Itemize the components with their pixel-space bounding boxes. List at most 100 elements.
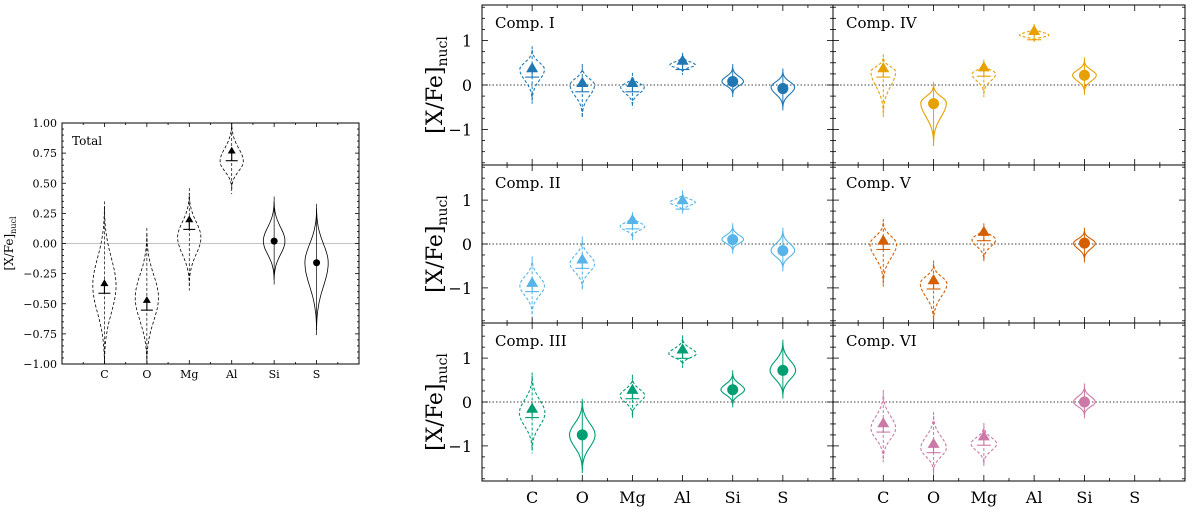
- violin-O: [920, 415, 947, 473]
- limit-marker-Mg: [977, 61, 990, 72]
- y-tick-label: −0.75: [23, 328, 57, 341]
- violin-Mg: [177, 192, 202, 286]
- y-tick-label: 1: [462, 191, 472, 210]
- panel-title: Comp. IV: [846, 14, 918, 32]
- violin-O: [569, 67, 596, 117]
- y-tick-label: 0.75: [33, 147, 58, 160]
- y-tick-label: −1: [448, 120, 472, 139]
- panel-title: Comp. III: [495, 332, 567, 350]
- violin-O: [919, 263, 948, 321]
- data-point-S: [769, 339, 797, 399]
- violin-C: [519, 259, 545, 315]
- limit-marker-Al: [676, 343, 689, 354]
- violin-C: [92, 206, 117, 365]
- y-tick-label: −0.50: [23, 298, 57, 311]
- panel-title: Comp. I: [495, 14, 555, 32]
- limit-marker-Mg: [977, 225, 990, 236]
- measurement-marker-Si: [1078, 69, 1090, 81]
- limit-marker-C: [877, 417, 890, 428]
- limit-marker-Al: [227, 146, 236, 154]
- data-point-O: [569, 64, 596, 120]
- violin-Al: [668, 338, 697, 365]
- limit-marker-C: [100, 279, 109, 287]
- y-tick-label: −1: [448, 279, 472, 298]
- y-tick-label: 0.50: [33, 177, 58, 190]
- data-point-Mg: [177, 188, 202, 291]
- limit-marker-Mg: [626, 76, 639, 87]
- x-tick-label: Si: [269, 368, 281, 381]
- y-axis-label: [X/Fe]nucl: [423, 195, 451, 293]
- violin-Mg: [970, 426, 998, 464]
- data-point-C: [870, 54, 897, 118]
- data-point-Si: [1072, 57, 1097, 95]
- y-tick-label: −0.25: [23, 268, 57, 281]
- data-point-C: [869, 218, 898, 287]
- data-point-Si: [721, 223, 745, 254]
- y-tick-label: 1.00: [33, 117, 58, 130]
- violin-Mg: [619, 215, 646, 238]
- measurement-marker-Si: [270, 237, 278, 245]
- y-tick-label: −1: [448, 437, 472, 456]
- x-tick-label: S: [777, 488, 788, 507]
- limit-marker-O: [927, 437, 940, 448]
- panel-title: Total: [72, 134, 102, 148]
- y-tick-label: 0.00: [33, 238, 58, 251]
- data-point-Mg: [971, 223, 997, 263]
- x-tick-label: Mg: [619, 488, 646, 507]
- y-axis-label-main: [X/Fe]: [2, 234, 16, 271]
- panel-title: Comp. VI: [846, 332, 917, 350]
- y-tick-label: 0: [462, 393, 472, 412]
- data-point-Al: [219, 123, 244, 195]
- y-tick-label: 0: [462, 235, 472, 254]
- panel-comp2: 1 0 −1[X/Fe]nucl Comp. II: [423, 164, 834, 324]
- measurement-marker-Si: [1078, 237, 1090, 249]
- limit-marker-Mg: [626, 383, 639, 394]
- x-tick-label: C: [100, 368, 108, 381]
- limit-marker-C: [526, 62, 539, 73]
- y-axis-label: [X/Fe]nucl: [423, 353, 451, 451]
- panel-comp1: 1 0 −1[X/Fe]nucl Comp. I: [423, 4, 834, 166]
- violin-Al: [669, 193, 696, 212]
- x-tick-label: S: [1129, 488, 1140, 507]
- panel-title: Comp. V: [846, 174, 912, 192]
- limit-marker-Al: [1028, 24, 1041, 35]
- measurement-marker-S: [777, 364, 789, 376]
- y-axis-label-main: [X/Fe]: [423, 384, 448, 451]
- y-axis-label-sub: nucl: [435, 36, 451, 67]
- measurement-marker-Si: [727, 384, 739, 396]
- y-axis-label-sub: nucl: [435, 353, 451, 384]
- limit-marker-Mg: [626, 213, 639, 225]
- data-point-O: [920, 412, 947, 476]
- x-tick-label: Si: [1076, 488, 1092, 507]
- violin-Si: [721, 67, 745, 94]
- x-tick-label: O: [927, 488, 940, 507]
- x-tick-label: Al: [1025, 488, 1043, 507]
- data-point-S: [304, 203, 329, 336]
- limit-marker-C: [526, 402, 539, 413]
- x-tick-label: Mg: [180, 368, 198, 381]
- violin-Mg: [620, 76, 645, 105]
- data-point-Si: [1073, 227, 1096, 263]
- limit-marker-O: [142, 296, 151, 303]
- y-axis-label: [X/Fe]nucl: [2, 216, 18, 271]
- x-tick-label: S: [313, 368, 321, 381]
- measurement-marker-S: [777, 245, 789, 257]
- limit-marker-O: [576, 76, 589, 87]
- data-point-O: [569, 236, 596, 292]
- data-point-O: [568, 398, 596, 474]
- violin-Si: [721, 226, 745, 251]
- data-point-S: [770, 227, 796, 272]
- data-point-C: [519, 46, 545, 104]
- limit-marker-Al: [676, 54, 689, 65]
- data-point-C: [92, 201, 117, 365]
- limit-marker-Mg: [977, 430, 990, 441]
- x-tick-label: C: [877, 488, 889, 507]
- y-axis-label-sub: nucl: [435, 195, 451, 226]
- measurement-marker-O: [576, 429, 588, 441]
- measurement-marker-Si: [727, 234, 739, 246]
- x-tick-label: Al: [225, 368, 238, 381]
- x-tick-label: C: [526, 488, 538, 507]
- panel-comp5: Comp. V: [832, 164, 1186, 324]
- panel-total: 1.00 0.75 0.50 0.25 0.00 −0.25 −0.50 −0.75 −1.00…: [2, 117, 360, 381]
